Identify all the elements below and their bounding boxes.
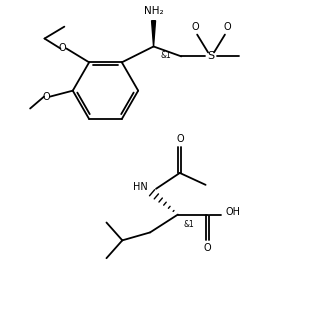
- Text: NH₂: NH₂: [144, 6, 163, 16]
- Text: O: O: [204, 243, 211, 253]
- Text: O: O: [42, 92, 50, 102]
- Text: &1: &1: [160, 51, 171, 60]
- Text: O: O: [59, 44, 66, 54]
- Text: &1: &1: [184, 219, 195, 228]
- Text: O: O: [176, 134, 184, 144]
- Text: OH: OH: [226, 206, 241, 216]
- Text: HN: HN: [133, 182, 148, 192]
- Text: O: O: [223, 22, 231, 32]
- Text: O: O: [191, 22, 199, 32]
- Text: S: S: [207, 51, 215, 61]
- Polygon shape: [152, 21, 156, 47]
